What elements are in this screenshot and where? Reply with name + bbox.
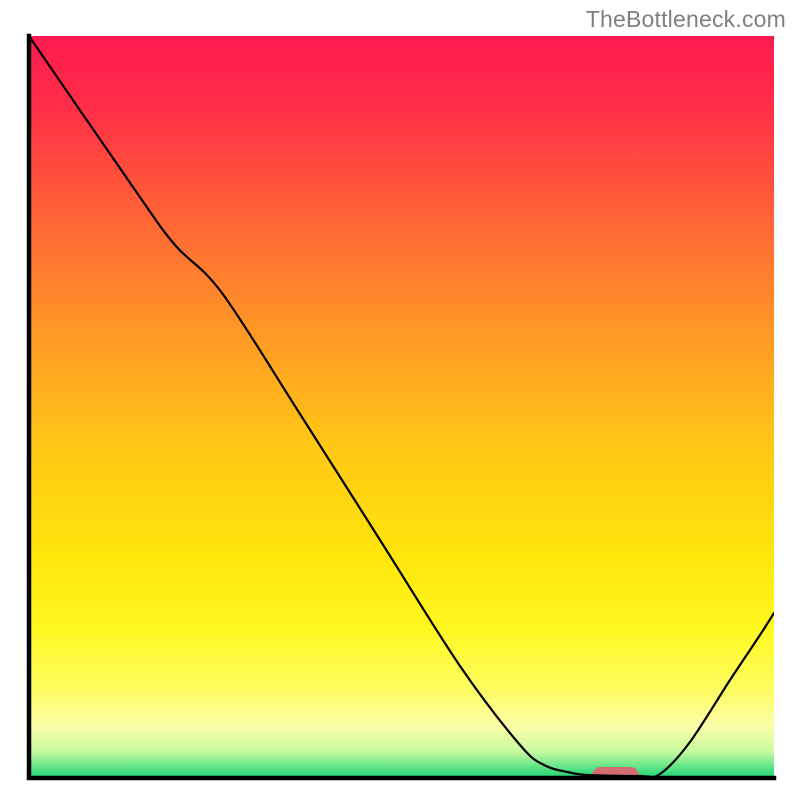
gradient-background	[29, 36, 774, 778]
chart-svg	[0, 0, 800, 800]
chart-container: TheBottleneck.com	[0, 0, 800, 800]
